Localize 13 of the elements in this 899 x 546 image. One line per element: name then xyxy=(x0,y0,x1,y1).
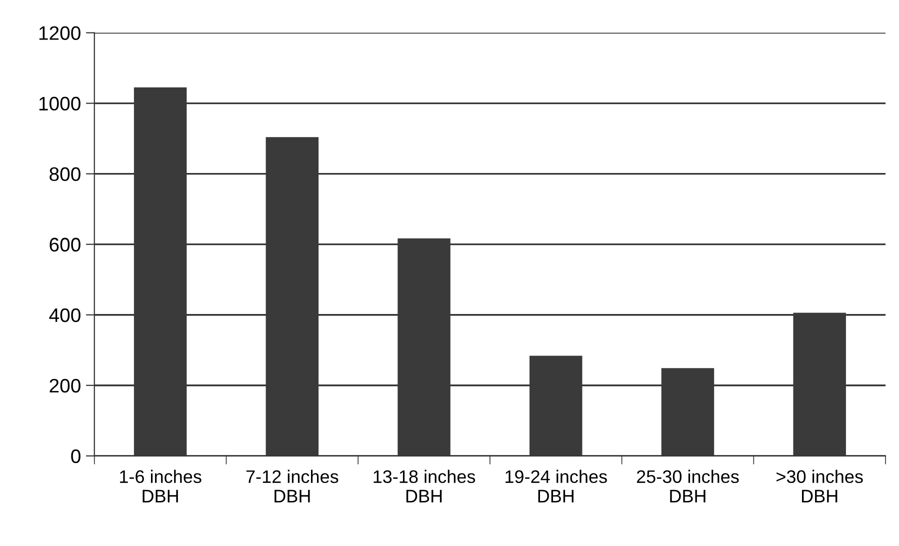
y-tick-label: 1200 xyxy=(39,26,80,40)
y-tick-label: 400 xyxy=(49,308,80,322)
x-tick-label: 1-6 inches DBH xyxy=(120,470,202,502)
x-tick-label: >30 inches DBH xyxy=(776,470,863,502)
y-tick-label: 1000 xyxy=(39,96,80,111)
y-tick-label: 800 xyxy=(50,167,80,182)
x-tick-label: 19-24 inches DBH xyxy=(506,470,607,502)
x-tick-label: 25-30 inches DBH xyxy=(636,470,739,502)
y-tick-label: 200 xyxy=(50,378,80,393)
x-tick-label: 13-18 inches DBH xyxy=(374,470,476,502)
y-tick-label: 600 xyxy=(50,238,80,252)
y-tick-label: 0 xyxy=(71,449,80,464)
x-tick-label: 7-12 inches DBH xyxy=(246,470,338,502)
